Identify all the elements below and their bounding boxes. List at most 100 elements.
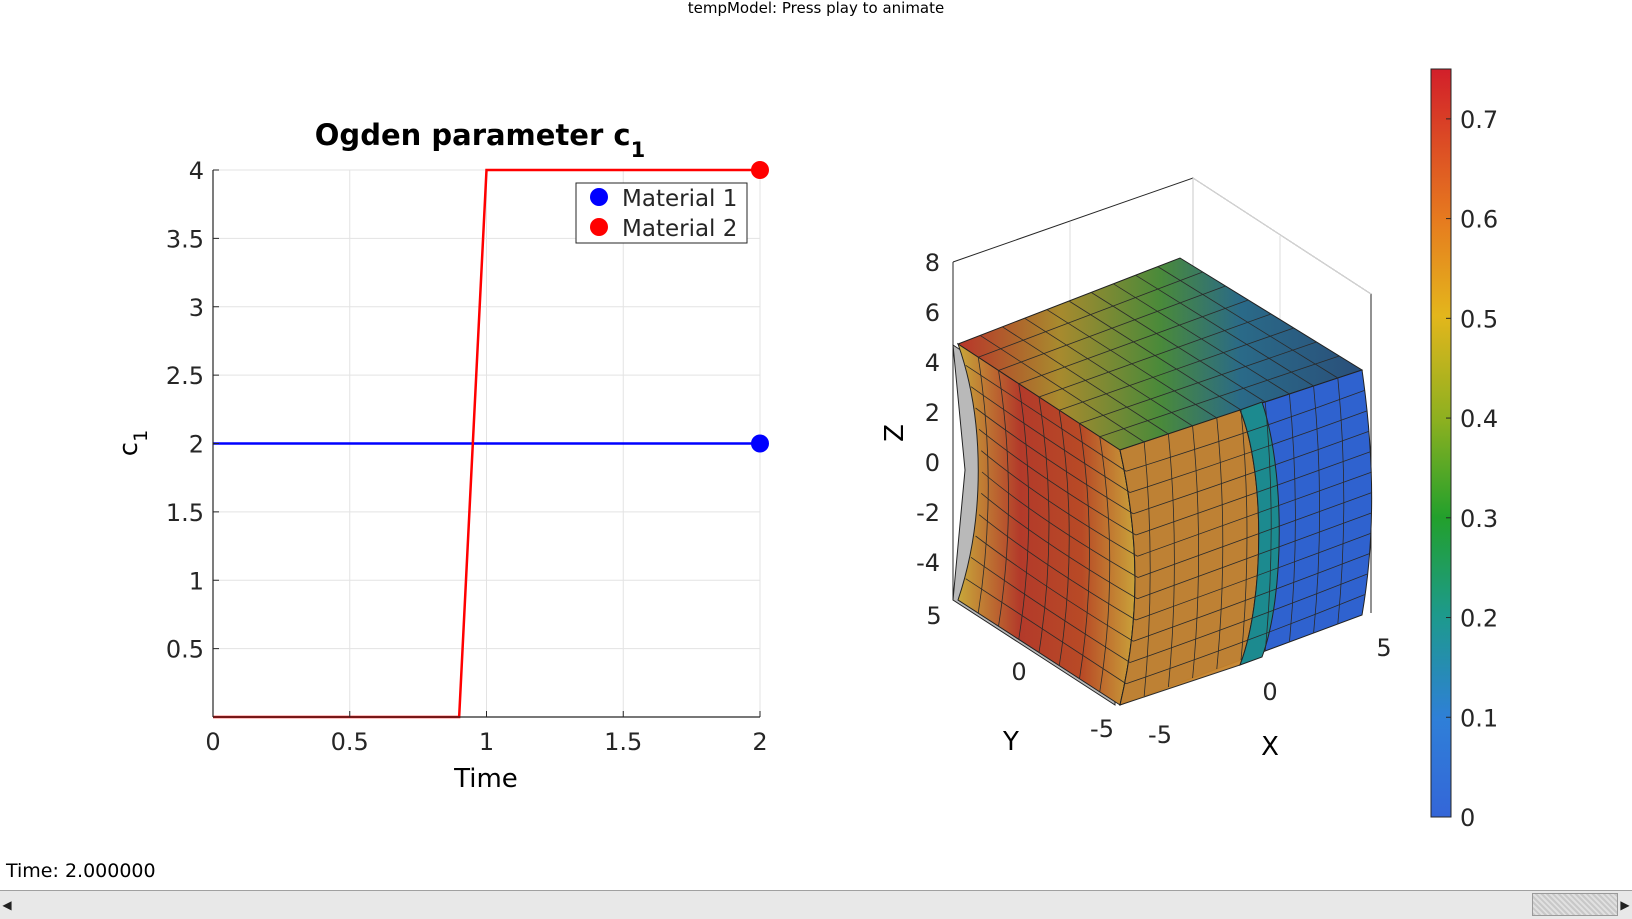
z-tick-label: -4 xyxy=(916,549,940,577)
z-axis-label: Z xyxy=(880,424,910,442)
mesh-line xyxy=(1240,409,1248,661)
mesh-line xyxy=(1126,390,1365,472)
slider-thumb[interactable] xyxy=(1532,893,1618,916)
mesh-line xyxy=(980,493,1138,600)
colorbar-tick-labels: 0 0.1 0.2 0.3 0.4 0.5 0.6 0.7 xyxy=(1446,106,1498,832)
scroll-left-arrow-icon[interactable]: ◀ xyxy=(2,897,12,912)
x3-tick-label: 5 xyxy=(1376,634,1391,662)
mesh-line xyxy=(1337,377,1345,625)
scroll-right-arrow-icon[interactable]: ▶ xyxy=(1620,897,1630,912)
mesh-line xyxy=(1018,383,1030,640)
mesh-line xyxy=(1018,299,1249,385)
colorbar-tick-label: 0.7 xyxy=(1460,106,1498,134)
mesh-line xyxy=(975,535,1134,642)
line-plot: Ogden parameter c1 0 0.5 1 1.5 2 0.5 1 1.5 2 2.5… xyxy=(114,118,769,794)
mesh-line xyxy=(977,357,989,614)
mesh-line xyxy=(1216,417,1224,670)
mesh-line xyxy=(1137,492,1373,578)
mesh-line xyxy=(1099,355,1340,438)
mesh-line xyxy=(1137,471,1372,557)
x3-axis-label: X xyxy=(1261,732,1279,762)
mesh-line xyxy=(978,514,1137,621)
y3-tick-labels: 5 0 -5 xyxy=(926,602,1114,743)
y3-axis-label: Y xyxy=(1002,727,1019,757)
mesh-line xyxy=(1038,396,1050,653)
mesh-grid-lines xyxy=(965,266,1373,697)
mesh-line xyxy=(1289,393,1296,643)
y-tick-labels: 0.5 1 1.5 2 2.5 3 3.5 4 xyxy=(166,157,219,664)
y-tick-label: 0.5 xyxy=(166,636,204,664)
x-tick-label: 0 xyxy=(205,728,220,756)
y-tick-label: 2 xyxy=(189,431,204,459)
mesh-line xyxy=(1143,441,1151,697)
colorbar: 0 0.1 0.2 0.3 0.4 0.5 0.6 0.7 xyxy=(1430,68,1498,832)
time-slider[interactable]: ◀ ▶ xyxy=(0,890,1632,919)
mesh-line xyxy=(975,407,1134,515)
colorbar-tick-label: 0.2 xyxy=(1460,605,1498,633)
legend-marker-material-2 xyxy=(590,218,608,236)
mesh-line xyxy=(998,285,1226,371)
y-tick-label: 3.5 xyxy=(166,225,204,253)
mesh-line xyxy=(970,557,1131,663)
mesh-line xyxy=(978,271,1203,358)
y3-tick-label: 5 xyxy=(926,602,941,630)
mesh-line xyxy=(1192,425,1199,679)
y-axis-label: c1 xyxy=(114,430,152,456)
x-tick-labels: 0 0.5 1 1.5 2 xyxy=(205,711,768,756)
colorbar-tick-label: 0.3 xyxy=(1460,505,1498,533)
legend-label-material-1: Material 1 xyxy=(622,186,737,212)
series-marker-1 xyxy=(751,434,769,453)
mesh-line xyxy=(970,386,1131,493)
mesh-line xyxy=(1264,401,1272,652)
mesh-line xyxy=(1079,341,1317,424)
mesh-band xyxy=(1119,409,1260,706)
legend: Material 1 Material 2 xyxy=(575,182,748,244)
z-tick-label: 8 xyxy=(925,249,940,277)
z-tick-label: 0 xyxy=(925,449,940,477)
time-readout: Time: 2.000000 xyxy=(6,860,156,882)
colorbar-gradient xyxy=(1430,68,1452,818)
x-tick-label: 1 xyxy=(479,728,494,756)
slider-track[interactable] xyxy=(14,891,1618,918)
y-tick-label: 2.5 xyxy=(166,362,204,390)
mesh-line xyxy=(1313,385,1320,634)
x3-tick-label: -5 xyxy=(1148,721,1172,749)
mesh-line xyxy=(1133,553,1370,642)
y-tick-label: 3 xyxy=(189,294,204,322)
figure-title: tempModel: Press play to animate xyxy=(687,0,945,17)
mesh-line xyxy=(1126,594,1365,685)
legend-label-material-2: Material 2 xyxy=(622,216,737,242)
mesh-line xyxy=(981,471,1139,578)
colorbar-tick-label: 0.5 xyxy=(1460,305,1498,333)
mesh-line xyxy=(1129,573,1368,663)
mesh-plot-3d: 8 6 4 2 0 -2 -4 Z 5 0 -5 Y -5 0 5 X xyxy=(880,177,1392,762)
mesh-line xyxy=(1133,430,1370,515)
z-tick-label: -2 xyxy=(916,499,940,527)
x-tick-label: 1.5 xyxy=(604,728,642,756)
mesh-line xyxy=(1038,313,1272,398)
mesh-line xyxy=(1135,451,1371,536)
colorbar-tick-label: 0 xyxy=(1460,804,1475,832)
z-tick-labels: 8 6 4 2 0 -2 -4 xyxy=(916,249,940,577)
mesh-line xyxy=(978,429,1137,536)
y3-tick-label: -5 xyxy=(1090,715,1114,743)
mesh-line xyxy=(1079,423,1090,679)
mesh-line xyxy=(1058,410,1070,666)
figure-canvas: Ogden parameter c1 0 0.5 1 1.5 2 0.5 1 1.5 2 2.5… xyxy=(114,68,1498,832)
colorbar-tick-label: 0.6 xyxy=(1460,206,1498,234)
y-tick-label: 4 xyxy=(189,157,204,185)
mesh-line xyxy=(1099,436,1111,692)
mesh-line xyxy=(965,578,1127,685)
x3-tick-labels: -5 0 5 xyxy=(1148,634,1392,749)
colorbar-tick-label: 0.1 xyxy=(1460,704,1498,732)
mesh-line xyxy=(1059,327,1294,411)
x3-tick-label: 0 xyxy=(1262,678,1277,706)
z-tick-label: 6 xyxy=(925,299,940,327)
series-marker-2 xyxy=(751,161,769,179)
mesh-line xyxy=(1168,433,1175,688)
x-tick-label: 2 xyxy=(752,728,767,756)
y3-tick-label: 0 xyxy=(1011,658,1026,686)
colorbar-tick-label: 0.4 xyxy=(1460,405,1498,433)
mesh-line xyxy=(965,364,1127,472)
z-tick-label: 4 xyxy=(925,349,940,377)
